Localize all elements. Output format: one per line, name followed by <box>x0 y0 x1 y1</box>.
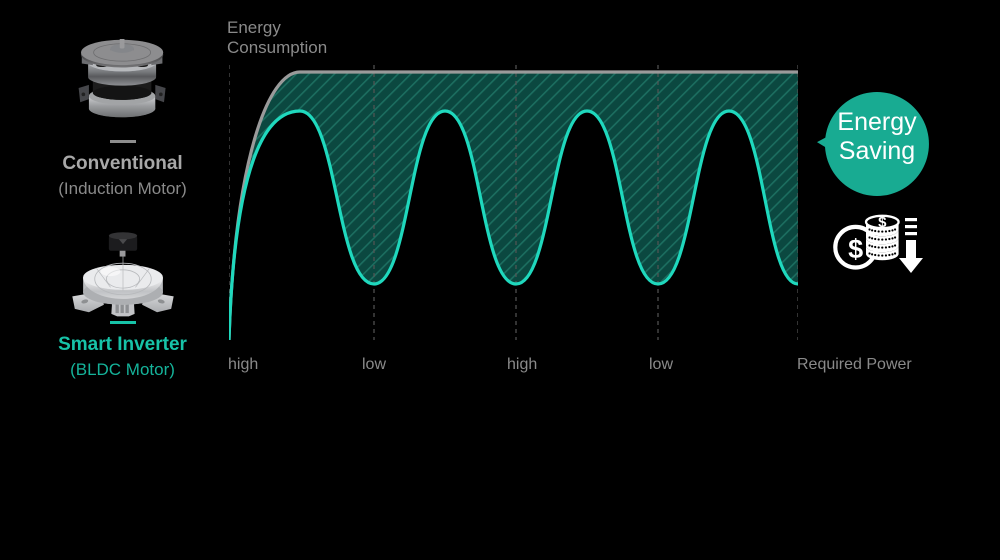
svg-text:$: $ <box>848 234 863 264</box>
svg-text:$: $ <box>878 214 887 231</box>
